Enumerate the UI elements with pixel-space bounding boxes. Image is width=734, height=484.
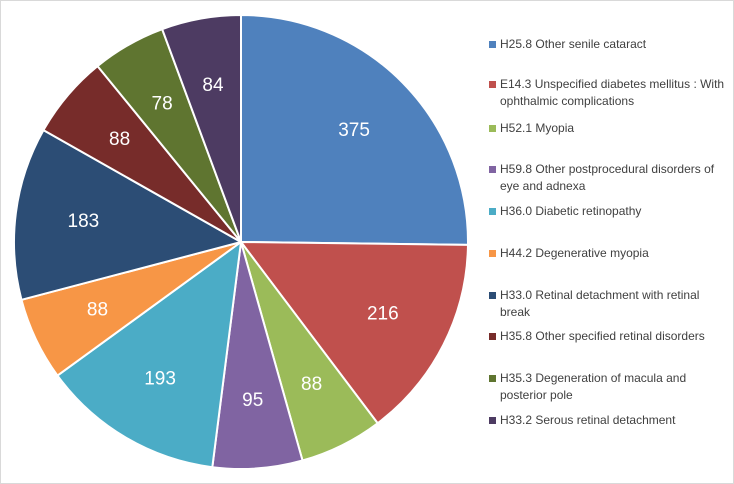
pie-data-label: 216 <box>367 303 399 324</box>
pie-data-label: 95 <box>242 390 263 411</box>
legend-swatch <box>489 292 496 299</box>
legend-swatch <box>489 333 496 340</box>
legend-item: H59.8 Other postprocedural disorders of … <box>481 161 731 195</box>
pie-data-label: 88 <box>301 374 322 395</box>
pie-slice <box>13 129 242 301</box>
pie-slices <box>13 14 469 470</box>
legend-label: H35.8 Other specified retinal disorders <box>500 329 705 343</box>
legend-swatch <box>489 41 496 48</box>
legend-item: H52.1 Myopia <box>481 120 731 137</box>
legend-label: H33.2 Serous retinal detachment <box>500 413 676 427</box>
pie-data-label: 183 <box>68 211 100 232</box>
pie-data-label: 193 <box>144 368 176 389</box>
pie-slice <box>240 14 469 246</box>
legend-label: H59.8 Other postprocedural disorders of … <box>500 162 715 193</box>
legend-item: E14.3 Unspecified diabetes mellitus : Wi… <box>481 76 731 110</box>
pie-data-label: 78 <box>152 94 173 115</box>
pie-slice <box>56 241 242 469</box>
pie-data-label: 375 <box>338 120 370 141</box>
pie-data-label: 84 <box>202 75 224 96</box>
legend-swatch <box>489 250 496 257</box>
legend-label: E14.3 Unspecified diabetes mellitus : Wi… <box>500 77 725 108</box>
legend-swatch <box>489 125 496 132</box>
legend-label: H25.8 Other senile cataract <box>500 37 647 51</box>
pie-data-labels: 375 216 88 95 193 88 183 88 78 84 <box>68 75 399 411</box>
legend-item: H35.3 Degeneration of macula and posteri… <box>481 370 731 404</box>
pie-slice <box>240 241 469 425</box>
legend-label: H33.0 Retinal detachment with retinal br… <box>500 288 700 319</box>
legend-swatch <box>489 166 496 173</box>
legend-label: H44.2 Degenerative myopia <box>500 246 649 260</box>
legend-swatch <box>489 375 496 382</box>
legend-label: H35.3 Degeneration of macula and posteri… <box>500 371 687 402</box>
legend-item: H33.2 Serous retinal detachment <box>481 412 731 429</box>
legend-item: H33.0 Retinal detachment with retinal br… <box>481 287 731 321</box>
legend-item: H25.8 Other senile cataract <box>481 36 731 53</box>
legend-item: H44.2 Degenerative myopia <box>481 245 731 262</box>
legend-label: H36.0 Diabetic retinopathy <box>500 204 642 218</box>
legend-swatch <box>489 417 496 424</box>
legend-item: H35.8 Other specified retinal disorders <box>481 328 731 345</box>
legend-swatch <box>489 208 496 215</box>
legend-swatch <box>489 81 496 88</box>
pie-data-label: 88 <box>109 129 130 150</box>
pie-slice <box>161 14 242 243</box>
legend-item: H36.0 Diabetic retinopathy <box>481 203 731 220</box>
legend-label: H52.1 Myopia <box>500 121 575 135</box>
pie-data-label: 88 <box>87 300 108 321</box>
